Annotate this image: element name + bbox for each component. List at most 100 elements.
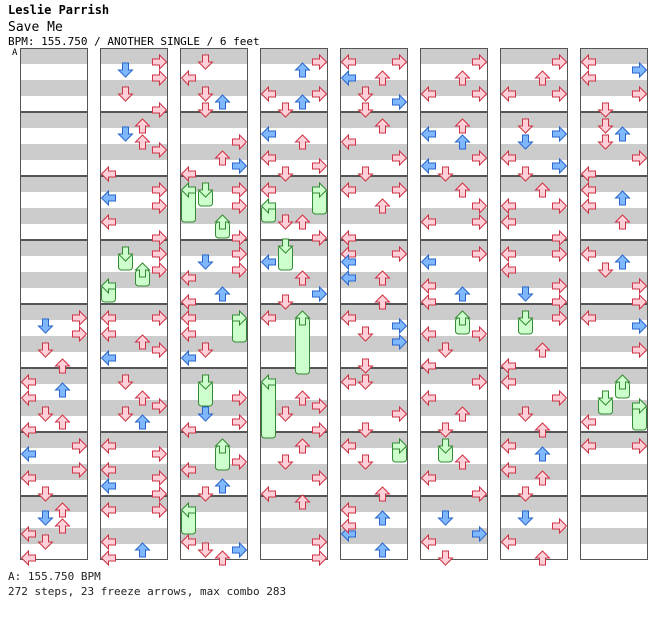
beat-stripe (500, 112, 568, 128)
step-arrow-down (117, 62, 134, 78)
step-arrow-left (500, 357, 516, 375)
bar-frame (420, 176, 488, 240)
beat-stripe (420, 384, 488, 400)
step-arrow-down (357, 166, 374, 182)
beat-stripe (580, 496, 648, 512)
beat-stripe (100, 304, 168, 320)
beat-stripe (580, 448, 648, 464)
beat-stripe (100, 80, 168, 96)
beat-stripe (100, 192, 168, 208)
step-arrow-left (260, 85, 276, 103)
beat-stripe (180, 96, 248, 112)
step-arrow-down (197, 486, 214, 502)
beat-stripe (340, 496, 408, 512)
beat-stripe (180, 304, 248, 320)
beat-stripe (340, 208, 408, 224)
beat-stripe (180, 512, 248, 528)
freeze-arrow-head-left (100, 277, 116, 295)
beat-stripe (340, 400, 408, 416)
step-arrow-up (374, 198, 391, 214)
song-title: Save Me (8, 20, 63, 35)
step-arrow-up (214, 94, 231, 110)
step-arrow-left (500, 149, 516, 167)
step-arrow-down (597, 262, 614, 278)
beat-stripe (500, 496, 568, 512)
beat-stripe (100, 160, 168, 176)
step-arrow-left (580, 53, 596, 71)
step-arrow-up (214, 478, 231, 494)
beat-stripe (580, 80, 648, 96)
freeze-arrow-head-left (260, 373, 276, 391)
beat-stripe (420, 304, 488, 320)
beat-stripe (420, 48, 488, 64)
beat-stripe (260, 336, 328, 352)
beat-stripe (420, 224, 488, 240)
beat-stripe (260, 288, 328, 304)
beat-stripe (340, 144, 408, 160)
step-arrow-up (614, 214, 631, 230)
step-arrow-up (374, 118, 391, 134)
beat-stripe (500, 80, 568, 96)
step-arrow-up (134, 390, 151, 406)
step-arrow-down (277, 166, 294, 182)
beat-stripe (100, 496, 168, 512)
bar-frame (580, 176, 648, 240)
step-arrow-right (472, 325, 488, 343)
beat-stripe (420, 512, 488, 528)
step-arrow-up (374, 294, 391, 310)
beat-stripe (420, 160, 488, 176)
beat-stripe (340, 224, 408, 240)
bar-frame (100, 112, 168, 176)
beat-stripe (340, 528, 408, 544)
bar-frame (260, 176, 328, 240)
beat-stripe (260, 192, 328, 208)
beat-stripe (100, 272, 168, 288)
beat-stripe (100, 256, 168, 272)
step-arrow-left (580, 69, 596, 87)
beat-stripe (340, 416, 408, 432)
step-arrow-left (500, 461, 516, 479)
step-arrow-left (340, 269, 356, 287)
beat-stripe (180, 192, 248, 208)
freeze-arrow-head-down (197, 182, 214, 198)
step-arrow-down (277, 406, 294, 422)
beat-stripe (580, 368, 648, 384)
step-arrow-down (517, 406, 534, 422)
bar-frame (580, 368, 648, 432)
step-arrow-left (500, 245, 516, 263)
step-arrow-down (437, 550, 454, 566)
beat-stripe (260, 432, 328, 448)
bar-frame (340, 176, 408, 240)
beat-stripe (180, 112, 248, 128)
beat-stripe (420, 240, 488, 256)
step-arrow-left (340, 309, 356, 327)
bar-frame (20, 112, 88, 176)
beat-stripe (20, 528, 88, 544)
bar-frame (500, 240, 568, 304)
beat-stripe (420, 176, 488, 192)
song-artist: Leslie Parrish (8, 3, 110, 17)
beat-stripe (580, 512, 648, 528)
step-arrow-up (54, 382, 71, 398)
beat-stripe (100, 320, 168, 336)
step-arrow-right (152, 341, 168, 359)
beat-stripe (100, 64, 168, 80)
beat-stripe (500, 416, 568, 432)
chart-column-8 (580, 48, 648, 560)
beat-stripe (260, 272, 328, 288)
step-arrow-left (500, 197, 516, 215)
step-arrow-down (197, 102, 214, 118)
beat-stripe (500, 384, 568, 400)
step-arrow-down (517, 118, 534, 134)
freeze-arrow-head-right (632, 397, 648, 415)
beat-stripe (580, 208, 648, 224)
beat-stripe (260, 224, 328, 240)
step-arrow-up (534, 446, 551, 462)
step-arrow-down (37, 486, 54, 502)
beat-stripe (500, 128, 568, 144)
bar-frame (20, 48, 88, 112)
bar-frame (500, 112, 568, 176)
beat-stripe (580, 256, 648, 272)
freeze-arrow-head-up (454, 310, 471, 326)
